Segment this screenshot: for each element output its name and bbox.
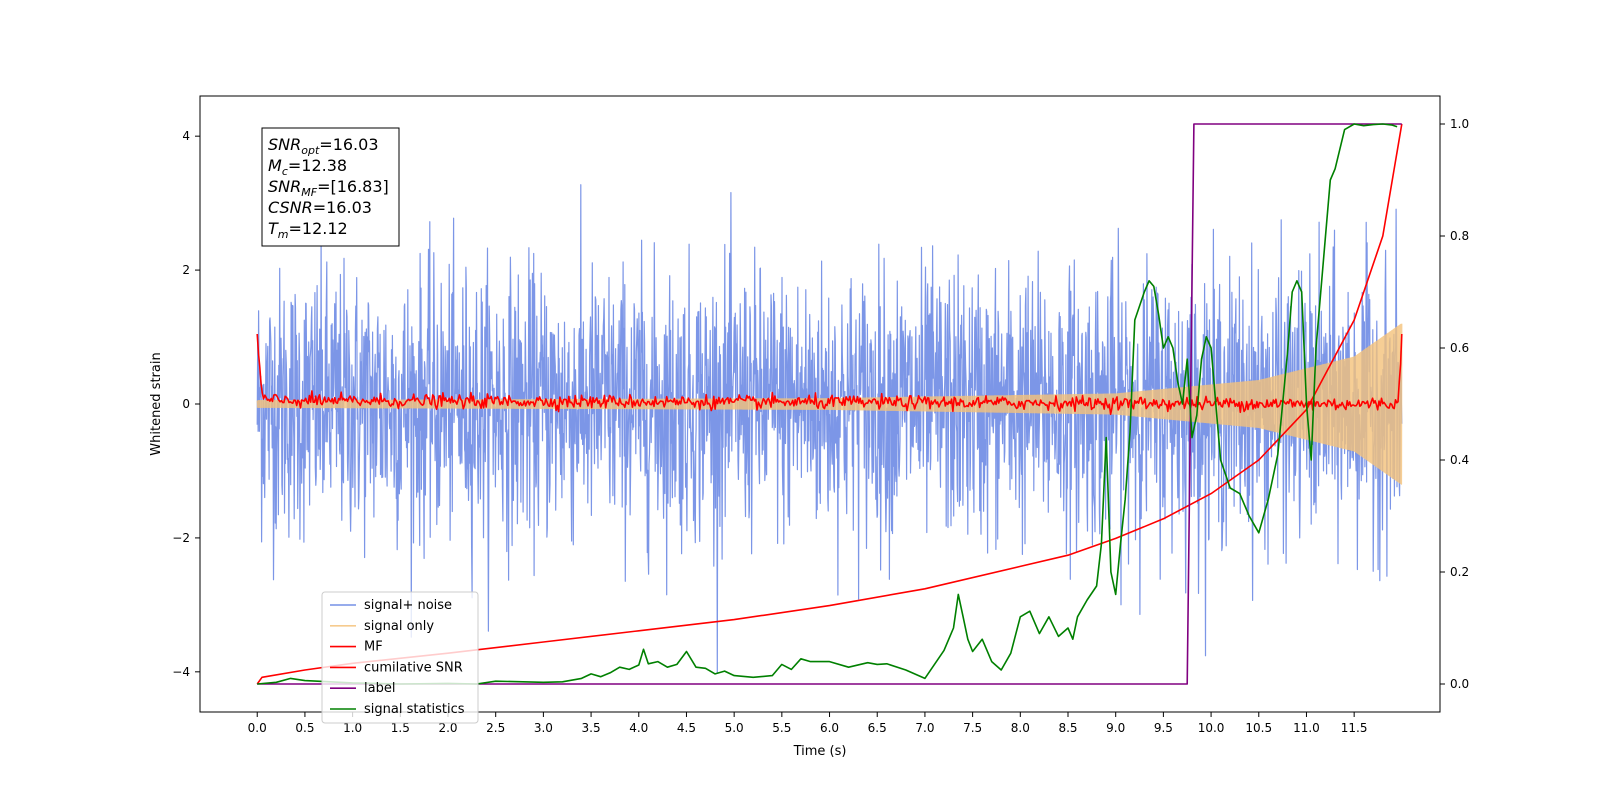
annotation-frame	[261, 127, 400, 247]
x-tick-label: 5.5	[772, 721, 791, 735]
x-tick-label: 10.0	[1198, 721, 1225, 735]
annotation-line: SNRMF=[16.83]	[268, 177, 389, 199]
legend-label-signal-noise: signal+ noise	[364, 598, 452, 613]
x-tick-label: 3.5	[582, 721, 601, 735]
y2-tick-label: 0.4	[1450, 453, 1469, 467]
annotation-line: CSNR=16.03	[268, 198, 372, 217]
x-tick-label: 11.0	[1293, 721, 1320, 735]
series-mf	[256, 333, 1403, 416]
y2-tick-label: 0.8	[1450, 229, 1469, 243]
annotation-box: SNRopt=16.03Mc=12.38SNRMF=[16.83]CSNR=16…	[261, 127, 400, 247]
annotation-line: Tm=12.12	[268, 219, 348, 241]
series-signal-statistics	[257, 123, 1398, 685]
x-tick-label: 2.0	[438, 721, 457, 735]
legend-label-label: label	[364, 681, 395, 696]
y-tick-label: −4	[172, 665, 190, 679]
annotation-line: SNRopt=16.03	[268, 135, 379, 157]
y2-tick-label: 0.2	[1450, 565, 1469, 579]
legend-label-signal-only: signal only	[364, 619, 434, 634]
y2-tick-label: 0.6	[1450, 341, 1469, 355]
series-signal-noise	[256, 184, 1403, 674]
x-tick-label: 4.5	[677, 721, 696, 735]
legend: signal+ noise signal only MF cumilative SNR…	[321, 591, 479, 724]
x-axis-label: Time (s)	[793, 744, 847, 759]
x-tick-label: 10.5	[1245, 721, 1272, 735]
annotation-line: Mc=12.38	[268, 156, 347, 178]
x-tick-label: 9.5	[1154, 721, 1173, 735]
y2-tick-label: 0.0	[1450, 677, 1469, 691]
legend-label-signal-statistics: signal statistics	[364, 702, 465, 717]
x-tick-label: 2.5	[486, 721, 505, 735]
x-tick-label: 9.0	[1106, 721, 1125, 735]
x-tick-label: 11.5	[1341, 721, 1368, 735]
x-tick-label: 8.0	[1011, 721, 1030, 735]
y-tick-label: 4	[182, 129, 190, 143]
x-tick-label: 4.0	[629, 721, 648, 735]
x-tick-label: 6.5	[868, 721, 887, 735]
x-tick-label: 0.0	[248, 721, 267, 735]
legend-label-mf: MF	[364, 640, 383, 655]
legend-frame	[321, 591, 479, 724]
y-tick-label: 2	[182, 263, 190, 277]
x-tick-label: 1.0	[343, 721, 362, 735]
y-axis-label: Whitened strain	[149, 352, 164, 455]
x-tick-label: 5.0	[725, 721, 744, 735]
y2-tick-label: 1.0	[1450, 117, 1469, 131]
x-tick-label: 7.5	[963, 721, 982, 735]
y-tick-label: −2	[172, 531, 190, 545]
x-tick-label: 7.0	[915, 721, 934, 735]
x-tick-label: 0.5	[295, 721, 314, 735]
x-tick-label: 6.0	[820, 721, 839, 735]
x-tick-label: 3.0	[534, 721, 553, 735]
x-tick-label: 8.5	[1058, 721, 1077, 735]
legend-label-cumilative-snr: cumilative SNR	[364, 660, 463, 675]
y-tick-label: 0	[182, 397, 190, 411]
x-tick-label: 1.5	[391, 721, 410, 735]
